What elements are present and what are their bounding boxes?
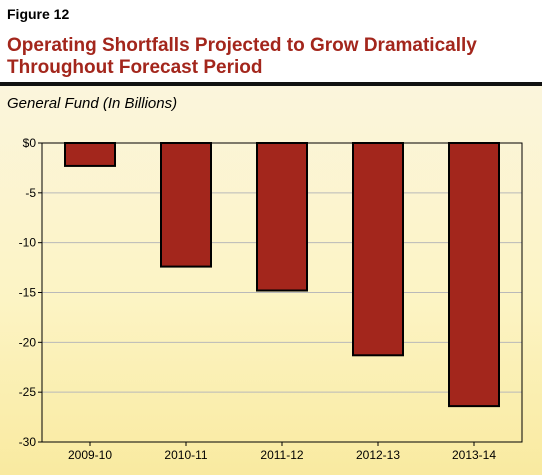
y-tick-label: -5 bbox=[25, 186, 36, 200]
y-axis-ticks: $0 -5 -10 -15 -20 -25 -30 bbox=[19, 136, 42, 449]
x-tick-label: 2010-11 bbox=[164, 448, 207, 462]
title-divider bbox=[0, 82, 542, 86]
x-tick-label: 2013-14 bbox=[452, 448, 496, 462]
bar bbox=[352, 142, 404, 357]
chart-title: Operating Shortfalls Projected to Grow D… bbox=[7, 35, 537, 79]
bar bbox=[64, 142, 116, 167]
bar bbox=[160, 142, 212, 268]
figure-label: Figure 12 bbox=[7, 6, 70, 22]
x-axis-ticks: 2009-10 2010-11 2011-12 2012-13 2013-14 bbox=[68, 442, 496, 462]
bars bbox=[64, 142, 500, 408]
bar bbox=[448, 142, 500, 408]
y-tick-label: $0 bbox=[23, 136, 37, 150]
y-tick-label: -10 bbox=[19, 236, 37, 250]
x-tick-label: 2012-13 bbox=[356, 448, 400, 462]
y-tick-label: -25 bbox=[19, 385, 37, 399]
y-tick-label: -15 bbox=[19, 286, 37, 300]
y-tick-label: -30 bbox=[19, 435, 37, 449]
chart-title-line-1: Operating Shortfalls Projected to Grow D… bbox=[7, 35, 477, 56]
x-tick-label: 2009-10 bbox=[68, 448, 112, 462]
y-tick-label: -20 bbox=[19, 335, 37, 349]
x-tick-label: 2011-12 bbox=[260, 448, 303, 462]
chart-title-line-2: Throughout Forecast Period bbox=[7, 57, 263, 78]
chart-subtitle: General Fund (In Billions) bbox=[7, 95, 178, 112]
bar bbox=[256, 142, 308, 292]
